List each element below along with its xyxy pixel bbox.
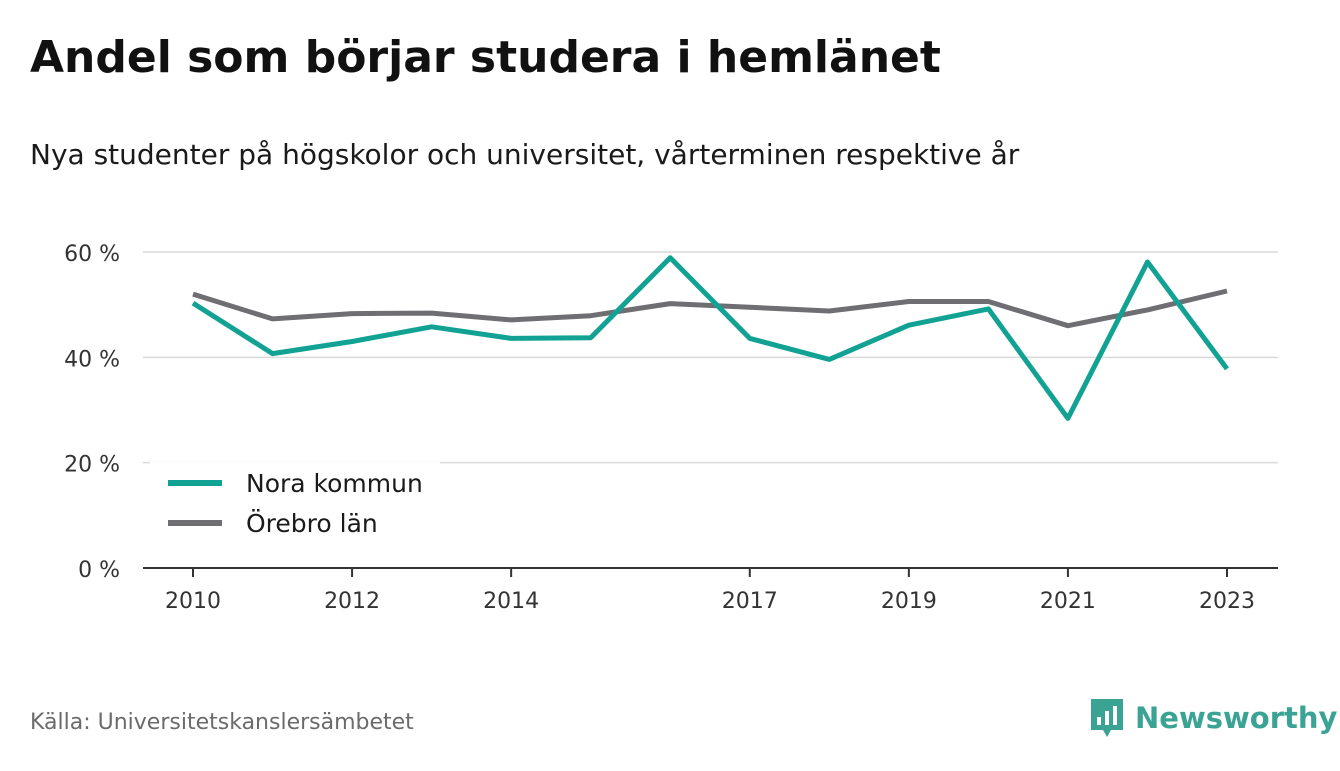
source-note: Källa: Universitetskanslersämbetet bbox=[30, 710, 414, 735]
x-tick-label: 2019 bbox=[881, 589, 937, 614]
chart-subtitle: Nya studenter på högskolor och universit… bbox=[30, 138, 1020, 171]
series-line-nora-kommun bbox=[191, 255, 1230, 421]
y-tick-label: 60 % bbox=[64, 242, 120, 267]
x-tick-label: 2012 bbox=[324, 589, 380, 614]
x-tick-label: 2023 bbox=[1199, 589, 1255, 614]
legend-label: Örebro län bbox=[246, 509, 378, 538]
chart-title: Andel som börjar studera i hemlänet bbox=[30, 32, 941, 83]
brand-name: Newsworthy bbox=[1135, 701, 1338, 735]
x-tick-label: 2021 bbox=[1040, 589, 1096, 614]
legend-label: Nora kommun bbox=[246, 469, 423, 498]
legend-background bbox=[150, 462, 440, 554]
x-tick-label: 2017 bbox=[722, 589, 778, 614]
series-line-orebro-lan bbox=[192, 288, 1228, 329]
x-tick-label: 2010 bbox=[165, 589, 221, 614]
y-tick-label: 40 % bbox=[64, 347, 120, 372]
newsworthy-chart-icon bbox=[1091, 699, 1123, 737]
newsworthy-logo: Newsworthy bbox=[1089, 697, 1337, 739]
y-tick-label: 0 % bbox=[78, 558, 120, 583]
line-chart: 0 % 20 % 40 % 60 % 2010 2012 2014 2017 2019 2021 2… bbox=[64, 242, 1278, 614]
y-tick-label: 20 % bbox=[64, 453, 120, 478]
x-tick-label: 2014 bbox=[483, 589, 539, 614]
